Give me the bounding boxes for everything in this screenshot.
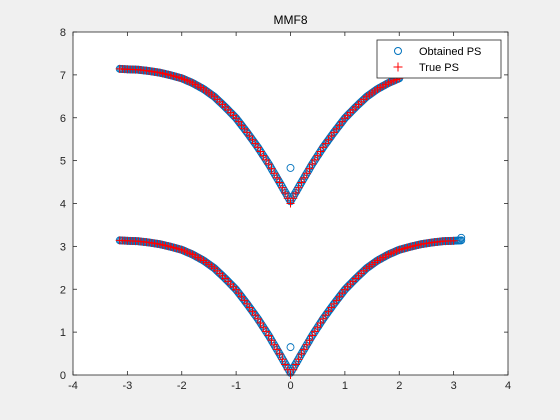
true-ps-point — [270, 169, 279, 178]
legend: Obtained PS True PS — [376, 39, 502, 79]
obtained-ps-point — [293, 184, 302, 193]
true-ps-point — [270, 340, 279, 349]
true-ps-point — [300, 345, 309, 354]
true-ps-point — [281, 189, 290, 197]
obtained-ps-point — [307, 333, 315, 342]
obtained-ps-point — [307, 162, 315, 171]
true-ps-point — [449, 236, 458, 245]
obtained-ps-point — [286, 163, 295, 172]
true-ps-point — [256, 319, 265, 328]
true-ps-point — [275, 178, 284, 187]
obtained-ps-point — [286, 343, 295, 352]
x-tick-label: -4 — [68, 380, 78, 392]
true-ps-point — [302, 169, 311, 178]
y-tick-label: 7 — [60, 70, 66, 82]
y-axis-ticks: 0 1 2 3 4 5 6 7 8 — [60, 27, 508, 382]
y-tick-label: 8 — [60, 27, 66, 39]
true-ps-point — [305, 164, 314, 173]
y-tick-label: 2 — [60, 284, 66, 296]
true-ps-point — [256, 147, 265, 156]
true-ps-point — [297, 178, 306, 187]
true-ps-point — [262, 327, 271, 336]
true-ps-point — [313, 151, 322, 160]
legend-label-obtained: Obtained PS — [419, 46, 481, 58]
true-ps-point — [259, 151, 268, 160]
legend-box — [376, 39, 502, 79]
true-ps-point — [253, 314, 262, 323]
true-ps-point — [294, 355, 303, 364]
obtained-ps-point — [279, 184, 288, 193]
obtained-ps-point — [263, 329, 272, 338]
obtained-ps-point — [293, 356, 302, 365]
true-ps-point — [259, 323, 268, 332]
true-ps-point — [267, 164, 276, 173]
true-ps-point — [286, 199, 295, 208]
legend-plus-marker — [393, 62, 403, 72]
obtained-ps-point — [298, 347, 307, 356]
true-ps-point — [264, 160, 273, 169]
true-ps-point — [300, 173, 309, 182]
true-ps-point — [272, 345, 281, 354]
obtained-ps-point — [457, 233, 466, 242]
true-ps-point — [316, 319, 325, 328]
true-ps-point — [291, 189, 300, 197]
true-ps-point — [289, 365, 298, 374]
true-ps-point — [267, 336, 276, 345]
true-ps-point — [253, 143, 262, 152]
true-ps-point — [291, 360, 300, 369]
x-tick-label: -1 — [231, 380, 241, 392]
x-tick-label: 4 — [505, 380, 511, 392]
x-tick-label: -3 — [122, 380, 132, 392]
chart-title: MMF8 — [274, 13, 308, 27]
x-tick-label: 1 — [342, 380, 348, 392]
obtained-ps-point — [274, 176, 283, 185]
y-tick-label: 0 — [60, 370, 66, 382]
x-tick-label: -2 — [177, 380, 187, 392]
true-ps-point — [310, 327, 319, 336]
obtained-ps-point — [457, 236, 466, 245]
obtained-ps-point — [298, 176, 307, 185]
true-ps-point — [302, 340, 311, 349]
true-ps-point — [278, 183, 287, 192]
x-tick-label: 2 — [396, 380, 402, 392]
true-ps-point — [272, 173, 281, 182]
x-tick-label: 0 — [287, 380, 293, 392]
true-ps-point — [262, 155, 271, 164]
true-ps-point — [289, 194, 298, 203]
legend-circle-marker — [394, 47, 402, 55]
legend-label-true: True PS — [419, 62, 459, 74]
true-ps-point — [278, 355, 287, 364]
true-ps-point — [264, 331, 273, 340]
true-ps-point — [281, 360, 290, 369]
true-ps-point — [305, 336, 314, 345]
true-ps-series — [115, 64, 458, 379]
true-ps-point — [308, 160, 317, 169]
obtained-ps-point — [279, 356, 288, 365]
true-ps-point — [313, 323, 322, 332]
y-tick-label: 1 — [60, 327, 66, 339]
true-ps-point — [297, 349, 306, 358]
x-tick-label: 3 — [451, 380, 457, 392]
true-ps-point — [316, 147, 325, 156]
true-ps-point — [310, 155, 319, 164]
true-ps-point — [308, 331, 317, 340]
y-tick-label: 4 — [60, 199, 66, 211]
obtained-ps-point — [263, 158, 272, 167]
obtained-ps-point — [266, 162, 274, 171]
y-tick-label: 6 — [60, 113, 66, 125]
true-ps-point — [294, 183, 303, 192]
plot-frame — [72, 31, 509, 376]
true-ps-point — [275, 349, 284, 358]
y-tick-label: 3 — [60, 241, 66, 253]
obtained-ps-point — [274, 347, 283, 356]
obtained-ps-point — [266, 333, 274, 342]
y-tick-label: 5 — [60, 156, 66, 168]
